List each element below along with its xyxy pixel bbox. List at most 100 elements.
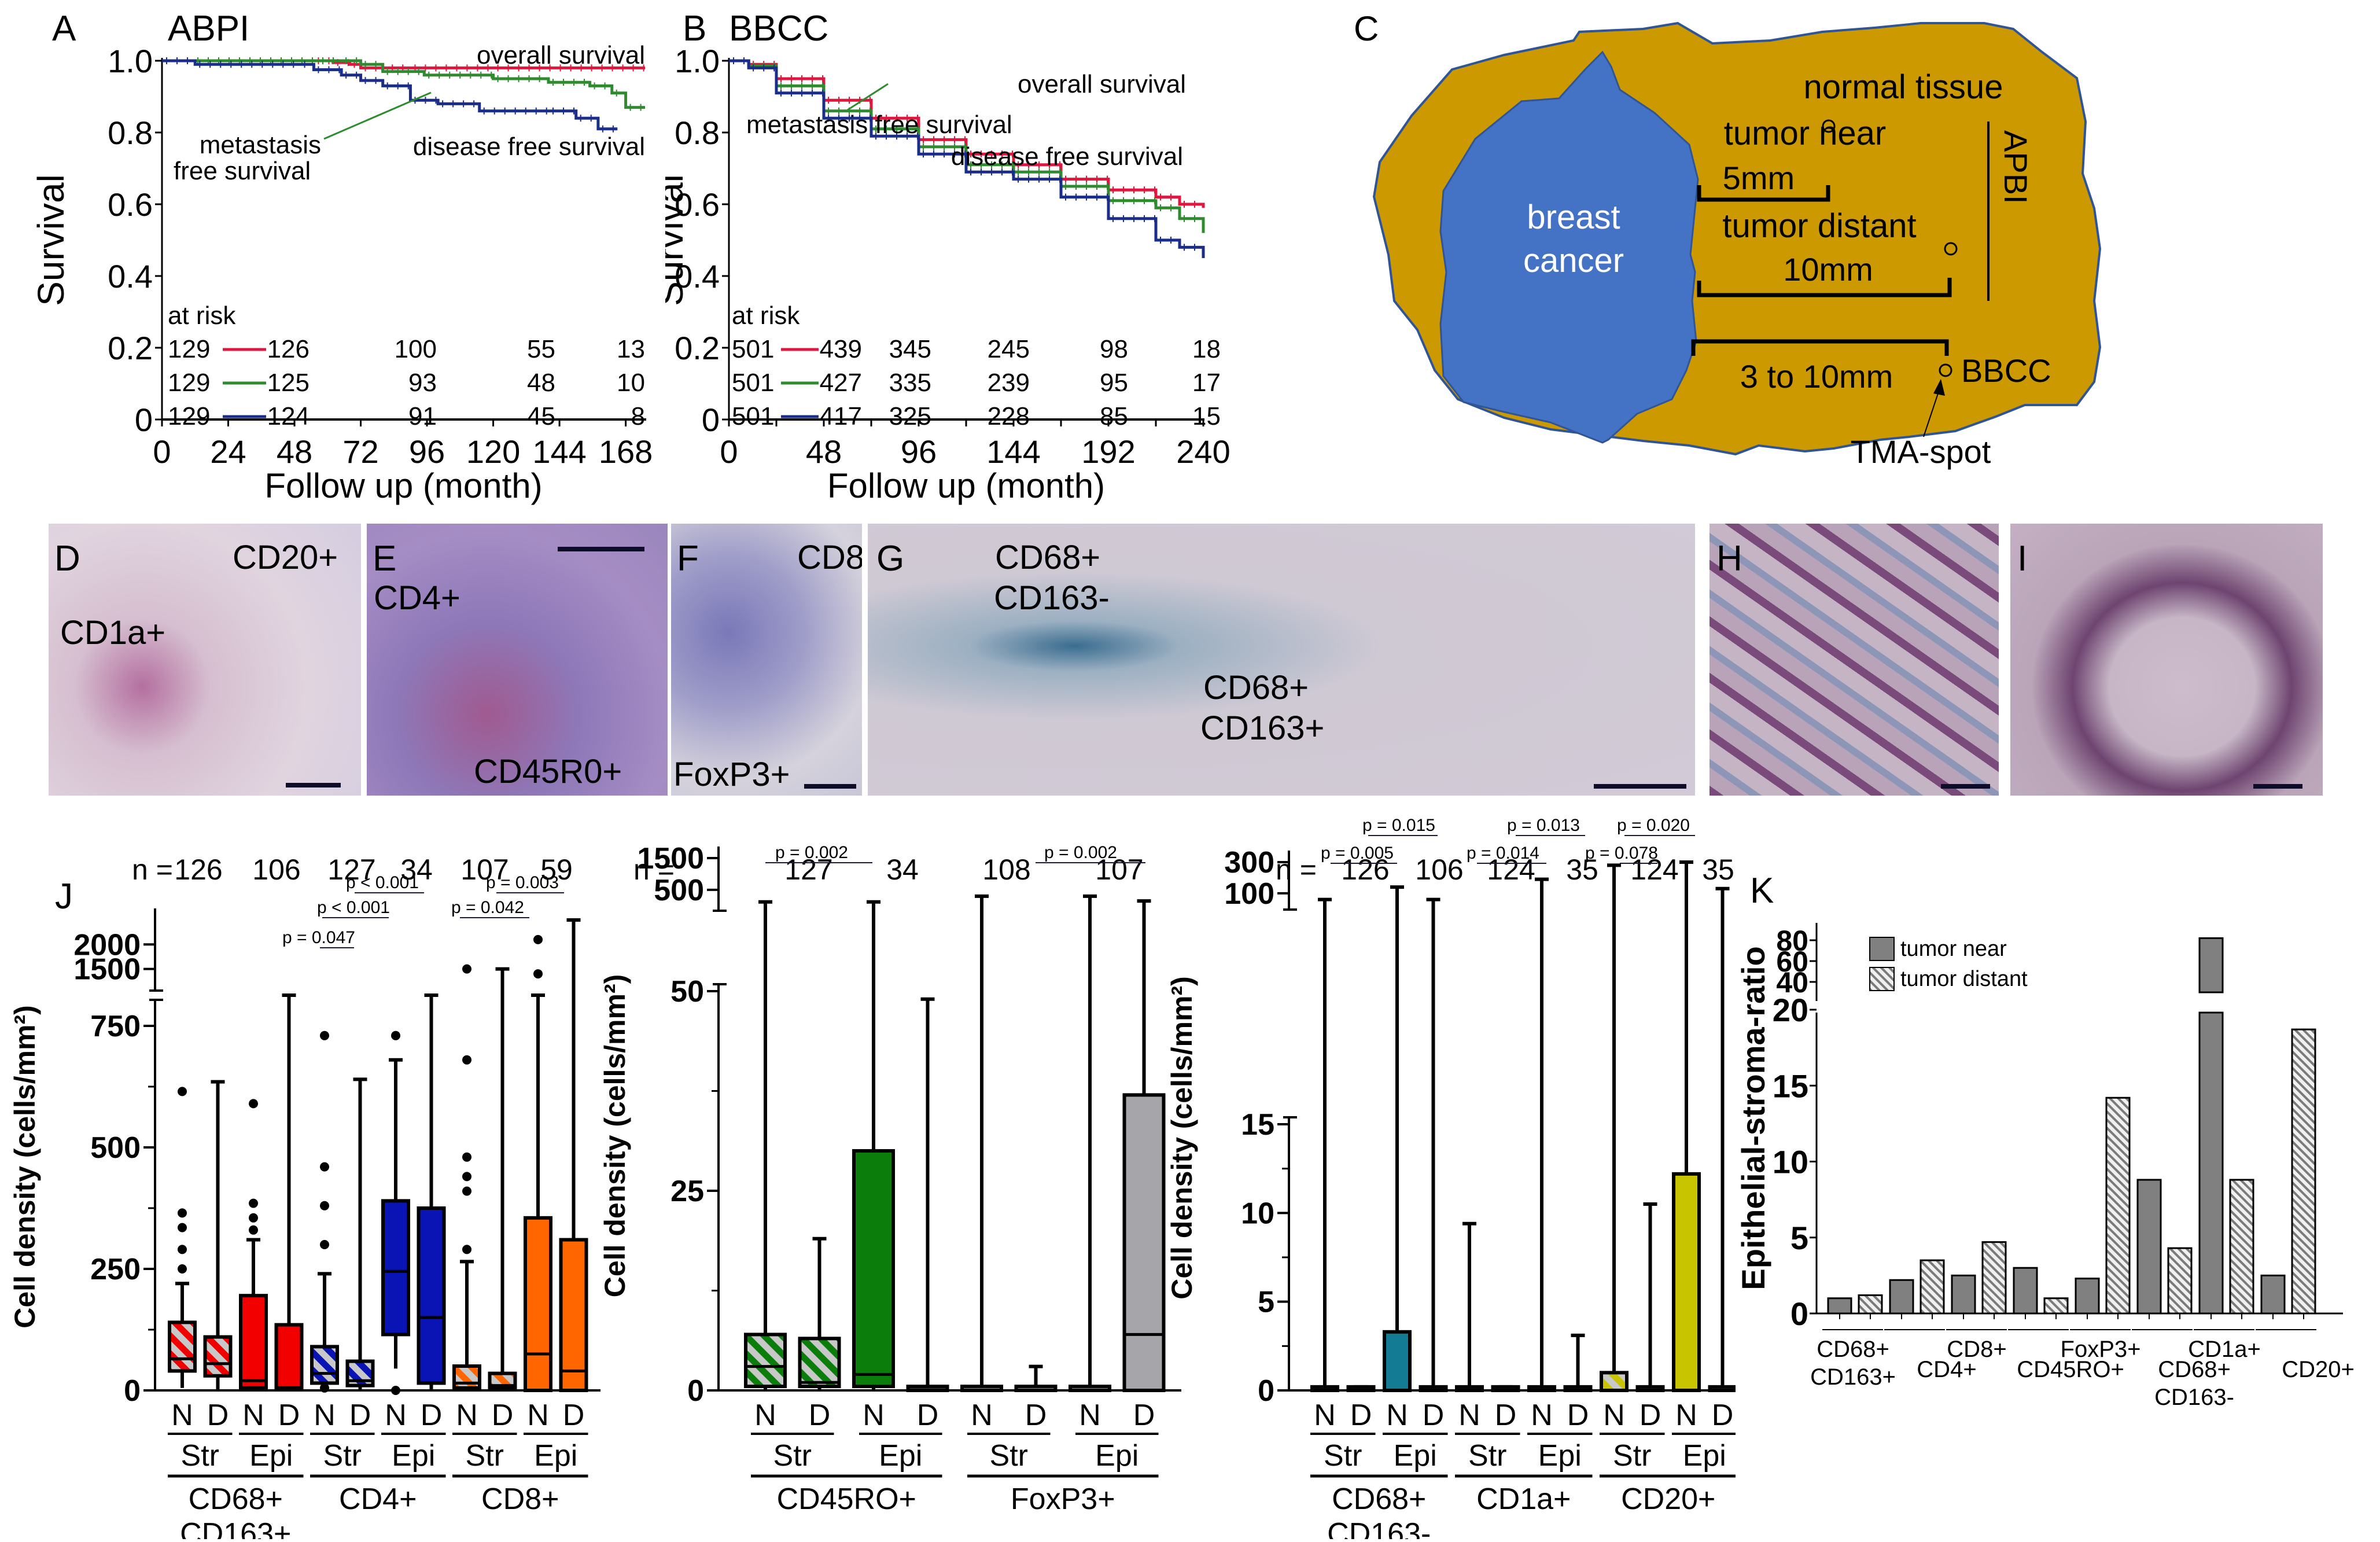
bracket-10mm <box>1697 278 1952 297</box>
category-label: D <box>809 1399 831 1432</box>
p-value-label: p = 0.042 <box>451 898 524 917</box>
n-value: 108 <box>982 853 1030 886</box>
category-label: FoxP3+ <box>2061 1337 2141 1362</box>
y-tick-label: 500 <box>90 1131 141 1165</box>
marker-label: CD45RO+ <box>777 1482 916 1516</box>
micrograph-h: H <box>1710 524 1999 796</box>
tma-arrow-head <box>1933 379 1945 396</box>
label-metastasis-free-2: free survival <box>174 157 311 185</box>
compartment-label: Str <box>1468 1439 1506 1473</box>
bbcc-label: BBCC <box>1961 352 2051 389</box>
p-value-label: p = 0.013 <box>1507 816 1580 835</box>
category-label: D <box>1640 1399 1661 1432</box>
panel-letter-j: J <box>55 877 73 917</box>
distance-3to10mm-label: 3 to 10mm <box>1740 358 1893 395</box>
breast-label: breast <box>1527 198 1620 236</box>
at-risk-value: 15 <box>1192 402 1221 430</box>
compartment-label: Str <box>466 1439 504 1473</box>
bracket-3to10mm <box>1691 339 1949 356</box>
at-risk-value: 10 <box>617 369 645 397</box>
label-cd68-b: CD68+ <box>1203 669 1309 706</box>
compartment-label: Str <box>323 1439 362 1473</box>
panel-letter: B <box>683 9 706 49</box>
category-label: N <box>1386 1399 1408 1432</box>
n-label: n = <box>132 853 173 886</box>
bar <box>1858 1294 1883 1315</box>
bar <box>2136 1179 2162 1315</box>
y-tick-label: 0.8 <box>675 115 720 151</box>
bar <box>2198 1011 2224 1315</box>
at-risk-value: 501 <box>732 335 774 363</box>
outlier-point <box>320 1240 329 1249</box>
tma-spot-label: TMA-spot <box>1851 433 1991 470</box>
category-label: D <box>1495 1399 1517 1432</box>
category-label: N <box>1314 1399 1336 1432</box>
at-risk-value: 85 <box>1100 402 1128 430</box>
p-value-label: p = 0.002 <box>775 843 848 862</box>
at-risk-value: 239 <box>988 369 1030 397</box>
p-value-label: p = 0.005 <box>1321 844 1394 863</box>
chart-title: BBCC <box>729 9 828 49</box>
marker-label: CD68+ <box>1332 1482 1426 1516</box>
label-cd45r0: CD45R0+ <box>474 753 622 790</box>
outlier-point <box>533 969 543 979</box>
outlier-point <box>320 1383 329 1393</box>
compartment-label: Epi <box>392 1439 435 1473</box>
category-label: D <box>278 1399 300 1432</box>
x-tick-label: 144 <box>532 433 586 470</box>
n-value: 34 <box>886 853 919 886</box>
outlier-point <box>178 1245 187 1254</box>
box <box>524 1216 552 1392</box>
n-value: 127 <box>327 853 375 886</box>
panel-c-sampling-diagram: C breast cancer normal tissue tumor near… <box>1331 0 2140 509</box>
y-tick-label: 750 <box>90 1010 141 1043</box>
p-value-label: p = 0.002 <box>1044 843 1117 862</box>
bar <box>2043 1297 2069 1315</box>
outlier-point <box>462 1152 471 1162</box>
survival-curve <box>162 59 618 131</box>
at-risk-value: 228 <box>988 402 1030 430</box>
n-value: 126 <box>174 853 222 886</box>
y-tick-label: 0.4 <box>108 258 153 295</box>
category-label: N <box>1531 1399 1553 1432</box>
at-risk-value: 13 <box>617 335 645 363</box>
label-cd163-neg: CD163- <box>994 579 1110 617</box>
legend-label: tumor distant <box>1900 967 2028 991</box>
cancer-label: cancer <box>1523 242 1624 279</box>
n-value: 127 <box>784 853 832 886</box>
category-label: D <box>1567 1399 1589 1432</box>
marker-label: FoxP3+ <box>1011 1482 1115 1516</box>
scale-bar <box>558 547 644 551</box>
outlier-point <box>249 1213 258 1223</box>
outlier-point <box>462 964 471 974</box>
compartment-label: Epi <box>1095 1439 1139 1473</box>
micrograph-e: E CD4+ CD45R0+ <box>367 524 668 796</box>
compartment-label: Str <box>1324 1439 1362 1473</box>
n-value: 126 <box>1341 853 1389 886</box>
at-risk-value: 245 <box>988 335 1030 363</box>
at-risk-value: 93 <box>408 369 437 397</box>
category-label: N <box>1675 1399 1697 1432</box>
p-value-label: p = 0.020 <box>1617 816 1690 835</box>
category-label: CD163- <box>2154 1385 2234 1410</box>
tma-circle-distant <box>1944 242 1958 256</box>
bar <box>1889 1279 1914 1315</box>
metastasis-pointer <box>847 83 889 111</box>
p-value-label: p < 0.001 <box>346 873 419 892</box>
at-risk-value: 55 <box>527 335 555 363</box>
bar <box>1920 1259 1945 1315</box>
y-tick-label: 1.0 <box>108 43 153 79</box>
category-label: D <box>1423 1399 1445 1432</box>
category-label: N <box>863 1399 885 1432</box>
legend-swatch <box>1869 937 1895 961</box>
n-label: n = <box>633 853 675 886</box>
category-label: D <box>207 1399 229 1432</box>
y-tick-label: 0.6 <box>108 186 153 223</box>
panel-letter-i: I <box>2017 539 2028 579</box>
box <box>452 1364 481 1390</box>
y-tick-label: 15 <box>1241 1108 1274 1142</box>
at-risk-label: at risk <box>168 301 236 330</box>
panel-letter-d: D <box>54 539 80 579</box>
y-tick-label: 0.4 <box>675 258 720 295</box>
